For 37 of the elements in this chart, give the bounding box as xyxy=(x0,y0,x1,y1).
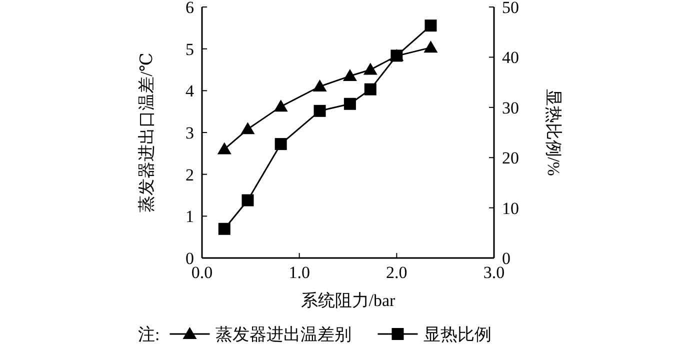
y-tick-label: 6 xyxy=(186,0,194,17)
point xyxy=(240,122,255,134)
point xyxy=(363,62,378,75)
x-tick-label: 0.0 xyxy=(191,263,213,282)
point xyxy=(424,20,437,32)
point xyxy=(344,98,356,110)
y2-tick-label: 50 xyxy=(502,0,519,17)
y2-tick-label: 30 xyxy=(502,98,519,118)
x-axis-title: 系统阻力/bar xyxy=(300,291,396,310)
x-tick-label: 2.0 xyxy=(386,263,408,282)
point xyxy=(274,100,288,112)
legend-label: 显热比例 xyxy=(424,325,492,344)
y-tick-label: 4 xyxy=(186,82,194,101)
point xyxy=(342,69,357,82)
y-tick-label: 0 xyxy=(186,249,194,268)
y2-axis-title: 显热比例/% xyxy=(544,89,563,176)
y2-tick-label: 10 xyxy=(502,198,519,218)
y2-tick-label: 20 xyxy=(502,148,519,168)
legend-label: 蒸发器进出温差别 xyxy=(216,325,352,344)
y-tick-label: 3 xyxy=(186,124,194,142)
y2-tick-label: 40 xyxy=(502,48,519,68)
point xyxy=(217,142,232,154)
point xyxy=(218,222,230,235)
point xyxy=(424,40,438,53)
y-axis-title: 蒸发器进出口温差/℃ xyxy=(137,52,156,212)
y-tick-label: 2 xyxy=(186,165,194,184)
x-tick-label: 3.0 xyxy=(483,263,505,282)
point xyxy=(314,104,326,117)
y-tick-label: 5 xyxy=(186,40,194,59)
text: 注: xyxy=(138,325,160,344)
point xyxy=(274,138,287,150)
y2-tick-label: 0 xyxy=(502,249,510,268)
point xyxy=(242,194,254,206)
x-tick-label: 1.0 xyxy=(288,263,310,282)
point xyxy=(364,83,376,96)
y-tick-label: 1 xyxy=(186,207,194,226)
point xyxy=(312,79,327,92)
